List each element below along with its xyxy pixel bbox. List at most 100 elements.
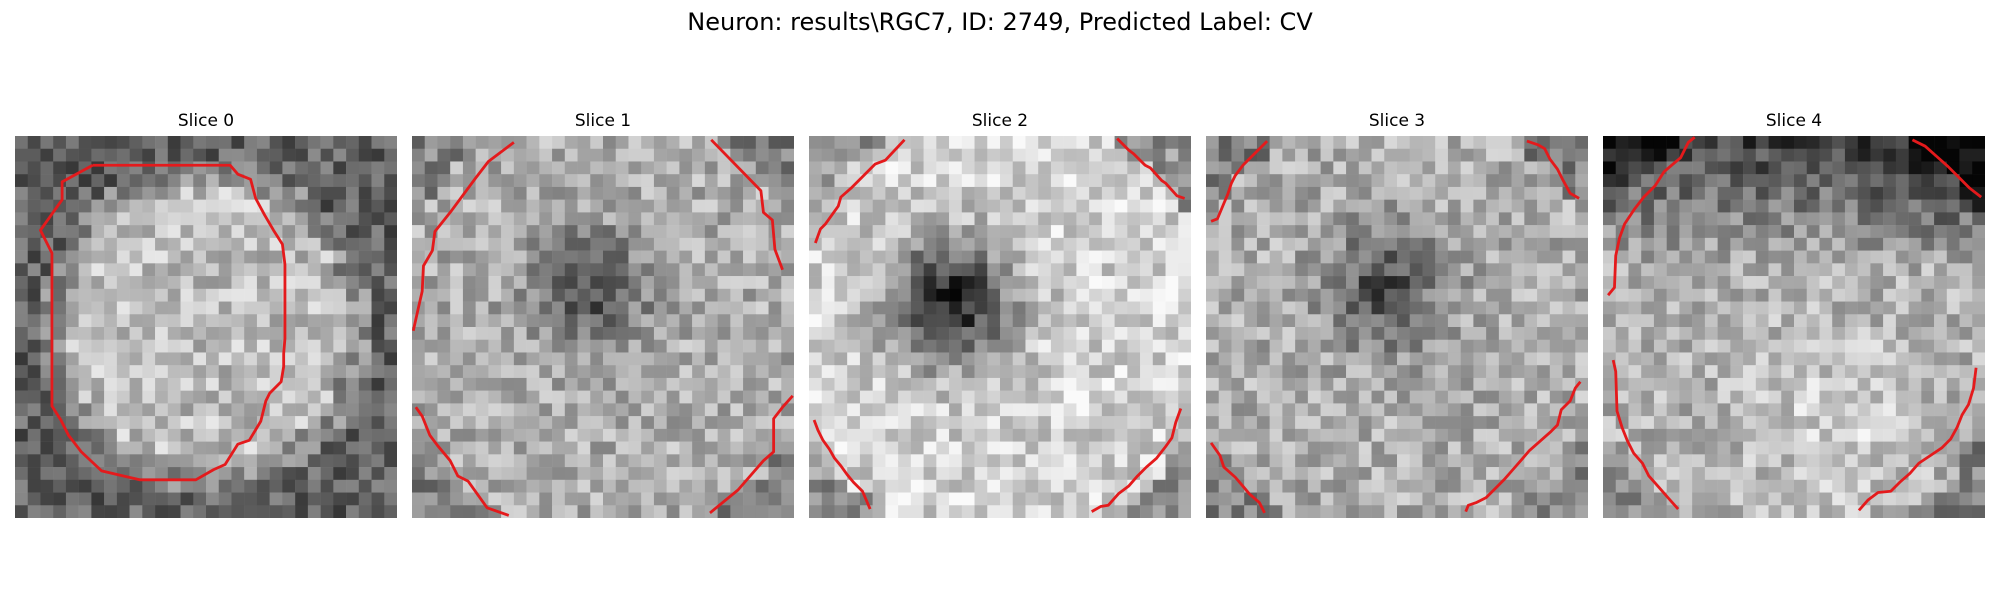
pixel bbox=[526, 148, 540, 162]
pixel bbox=[1870, 467, 1884, 481]
pixel bbox=[1921, 352, 1935, 366]
pixel bbox=[371, 276, 385, 290]
pixel bbox=[564, 301, 578, 315]
pixel bbox=[987, 301, 1001, 315]
pixel bbox=[142, 403, 156, 417]
pixel bbox=[475, 390, 489, 404]
pixel bbox=[78, 314, 92, 328]
pixel bbox=[1972, 276, 1985, 290]
pixel bbox=[898, 148, 912, 162]
pixel bbox=[1384, 505, 1398, 518]
pixel bbox=[628, 441, 642, 455]
pixel bbox=[27, 136, 41, 149]
pixel bbox=[1295, 148, 1309, 162]
pixel bbox=[155, 365, 169, 379]
pixel bbox=[78, 479, 92, 493]
pixel bbox=[1295, 403, 1309, 417]
pixel bbox=[1089, 479, 1103, 493]
pixel bbox=[15, 237, 28, 251]
pixel bbox=[1025, 314, 1039, 328]
pixel bbox=[987, 479, 1001, 493]
pixel bbox=[1844, 454, 1858, 468]
pixel bbox=[1486, 225, 1500, 239]
pixel bbox=[1333, 492, 1347, 506]
pixel bbox=[1178, 390, 1191, 404]
pixel bbox=[1358, 161, 1372, 175]
pixel bbox=[653, 136, 667, 149]
pixel bbox=[269, 352, 283, 366]
pixel bbox=[1717, 186, 1731, 200]
pixel bbox=[1152, 186, 1166, 200]
pixel bbox=[129, 377, 143, 391]
pixel bbox=[437, 390, 451, 404]
pixel bbox=[1282, 365, 1296, 379]
pixel bbox=[704, 492, 718, 506]
pixel bbox=[1127, 301, 1141, 315]
pixel bbox=[974, 339, 988, 353]
pixel bbox=[1934, 301, 1948, 315]
pixel bbox=[1692, 365, 1706, 379]
pixel bbox=[116, 174, 130, 188]
pixel bbox=[1883, 441, 1897, 455]
pixel bbox=[961, 505, 975, 518]
pixel bbox=[91, 377, 105, 391]
pixel bbox=[1282, 467, 1296, 481]
pixel bbox=[987, 237, 1001, 251]
pixel bbox=[91, 314, 105, 328]
pixel bbox=[577, 377, 591, 391]
pixel bbox=[936, 327, 950, 340]
pixel bbox=[513, 237, 527, 251]
pixel bbox=[1486, 365, 1500, 379]
pixel bbox=[1921, 479, 1935, 493]
pixel bbox=[1755, 492, 1769, 506]
pixel bbox=[949, 352, 963, 366]
pixel bbox=[1114, 377, 1128, 391]
pixel bbox=[1256, 467, 1270, 481]
pixel bbox=[27, 428, 41, 442]
pixel bbox=[1460, 479, 1474, 493]
pixel bbox=[1562, 352, 1576, 366]
pixel bbox=[424, 148, 438, 162]
pixel bbox=[282, 136, 296, 149]
pixel bbox=[1575, 288, 1588, 302]
pixel bbox=[1603, 327, 1616, 340]
pixel bbox=[526, 428, 540, 442]
pixel bbox=[821, 467, 835, 481]
pixel bbox=[974, 314, 988, 328]
pixel bbox=[936, 237, 950, 251]
pixel bbox=[1256, 186, 1270, 200]
pixel bbox=[961, 314, 975, 328]
pixel bbox=[872, 505, 886, 518]
pixel bbox=[859, 467, 873, 481]
pixel bbox=[666, 454, 680, 468]
pixel bbox=[1575, 212, 1588, 226]
pixel bbox=[1486, 505, 1500, 518]
pixel bbox=[641, 288, 655, 302]
pixel bbox=[1282, 148, 1296, 162]
pixel bbox=[653, 263, 667, 277]
pixel bbox=[666, 492, 680, 506]
pixel bbox=[1819, 454, 1833, 468]
pixel bbox=[180, 136, 194, 149]
pixel bbox=[603, 136, 616, 149]
pixel bbox=[1628, 301, 1642, 315]
pixel bbox=[307, 288, 321, 302]
pixel bbox=[539, 327, 553, 340]
pixel bbox=[539, 250, 553, 264]
pixel bbox=[847, 148, 861, 162]
pixel bbox=[269, 390, 283, 404]
pixel bbox=[1231, 199, 1245, 213]
pixel bbox=[295, 327, 309, 340]
pixel bbox=[1295, 339, 1309, 353]
pixel bbox=[1256, 416, 1270, 430]
pixel bbox=[539, 161, 553, 175]
pixel bbox=[603, 212, 616, 226]
pixel bbox=[1089, 263, 1103, 277]
pixel bbox=[821, 263, 835, 277]
pixel bbox=[1857, 301, 1871, 315]
pixel bbox=[256, 441, 270, 455]
pixel bbox=[885, 314, 899, 328]
pixel bbox=[1641, 225, 1655, 239]
pixel bbox=[704, 148, 718, 162]
pixel bbox=[1050, 454, 1064, 468]
